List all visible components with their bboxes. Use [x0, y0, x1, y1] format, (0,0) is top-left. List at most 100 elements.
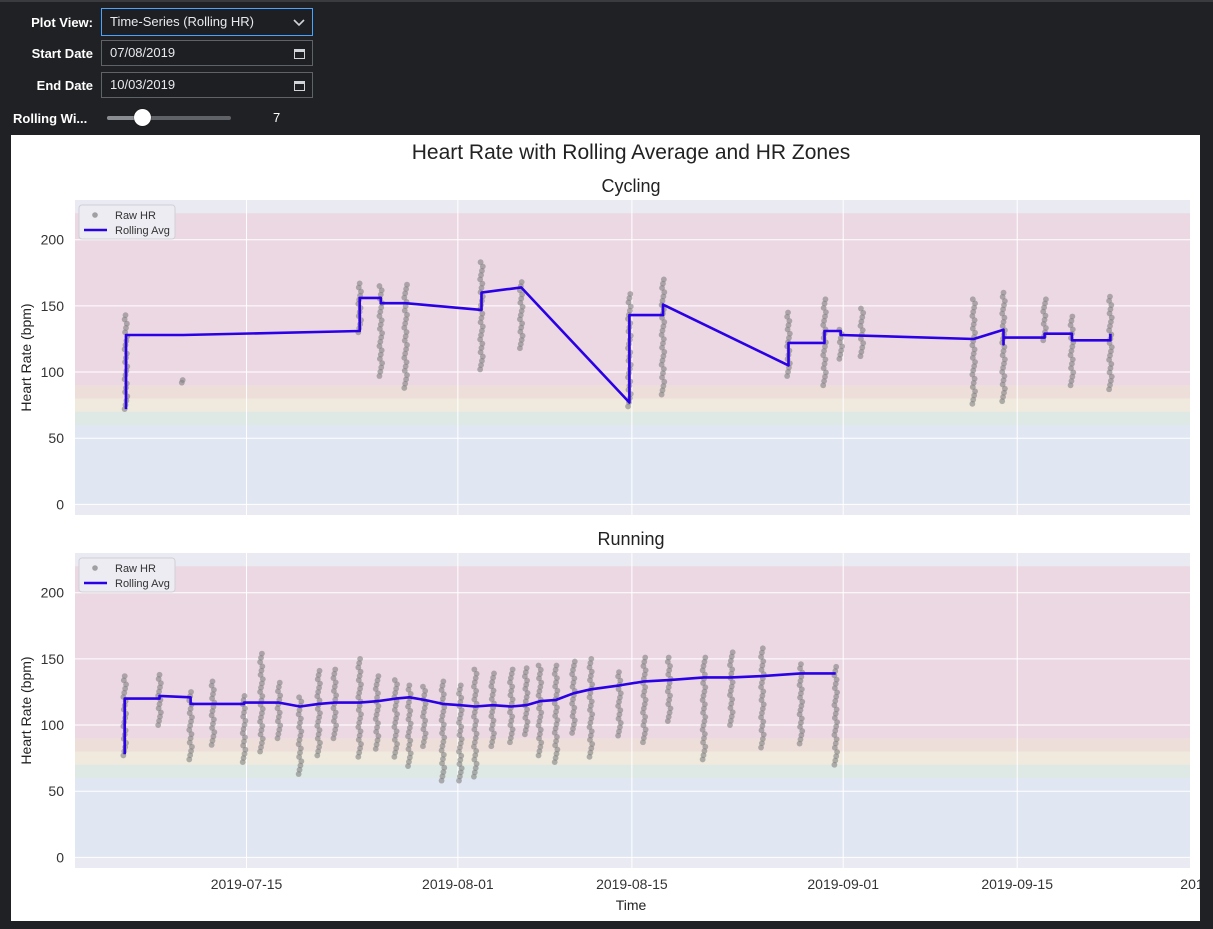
y-tick-label: 100: [41, 364, 65, 380]
raw-hr-point: [296, 694, 302, 701]
raw-hr-point: [661, 289, 668, 296]
raw-hr-point: [440, 695, 446, 702]
raw-hr-point: [859, 314, 866, 321]
raw-hr-point: [358, 681, 364, 688]
end-date-input[interactable]: 10/03/2019: [101, 72, 313, 98]
chevron-down-icon: [293, 9, 305, 35]
raw-hr-point: [820, 352, 827, 359]
raw-hr-point: [403, 346, 409, 353]
raw-hr-point: [729, 679, 736, 686]
raw-hr-point: [701, 701, 708, 708]
raw-hr-point: [702, 714, 709, 720]
raw-hr-point: [394, 741, 400, 747]
end-date-label: End Date: [36, 78, 93, 93]
raw-hr-point: [759, 740, 765, 747]
raw-hr-point: [440, 721, 447, 728]
hr-zone-yellow: [75, 398, 1190, 412]
raw-hr-point: [491, 730, 497, 737]
raw-hr-point: [333, 692, 340, 699]
raw-hr-point: [404, 342, 410, 348]
raw-hr-point: [820, 304, 827, 311]
raw-hr-point: [379, 360, 386, 367]
raw-hr-point: [834, 689, 840, 696]
raw-hr-point: [760, 701, 767, 708]
raw-hr-point: [702, 654, 709, 661]
raw-hr-point: [440, 708, 447, 715]
raw-hr-point: [407, 720, 414, 727]
raw-hr-point: [375, 703, 382, 709]
raw-hr-point: [821, 347, 827, 354]
panel-title: Running: [597, 529, 664, 549]
legend: Raw HR Rolling Avg: [78, 557, 176, 593]
raw-hr-point: [179, 377, 186, 383]
raw-hr-point: [479, 310, 486, 317]
raw-hr-point: [331, 683, 338, 690]
y-tick-label: 200: [41, 585, 65, 601]
raw-hr-point: [479, 353, 486, 360]
raw-hr-point: [1067, 352, 1074, 359]
raw-hr-point: [332, 709, 339, 716]
raw-hr-point: [393, 728, 400, 735]
legend-rolling-label: Rolling Avg: [115, 578, 170, 590]
raw-hr-point: [123, 320, 130, 327]
figure: Heart Rate with Rolling Average and HR Z…: [11, 135, 1213, 921]
raw-hr-point: [401, 385, 408, 391]
rolling-window-slider-track[interactable]: [107, 116, 231, 120]
raw-hr-point: [1069, 360, 1075, 367]
raw-hr-point: [297, 715, 304, 722]
raw-hr-point: [798, 661, 804, 668]
raw-hr-point: [358, 741, 364, 747]
raw-hr-point: [759, 705, 766, 712]
calendar-icon[interactable]: [294, 73, 305, 97]
raw-hr-point: [589, 681, 596, 688]
rolling-avg-line: [123, 672, 836, 755]
raw-hr-point: [822, 369, 829, 376]
raw-hr-point: [209, 678, 216, 685]
raw-hr-point: [822, 356, 829, 363]
start-date-value: 07/08/2019: [110, 45, 176, 60]
raw-hr-point: [1069, 343, 1076, 350]
raw-hr-point: [441, 704, 448, 711]
calendar-icon[interactable]: [294, 41, 305, 65]
legend: Raw HR Rolling Avg: [78, 204, 176, 240]
raw-hr-point: [440, 725, 446, 732]
raw-hr-point: [518, 279, 525, 285]
raw-hr-point: [473, 748, 480, 754]
raw-hr-point: [438, 747, 445, 754]
raw-hr-point: [758, 727, 765, 734]
raw-hr-point: [330, 735, 337, 742]
raw-hr-point: [523, 665, 530, 672]
raw-hr-point: [403, 329, 410, 335]
raw-hr-point: [834, 719, 840, 726]
raw-hr-point: [1000, 289, 1007, 296]
y-tick-label: 0: [56, 496, 64, 512]
raw-hr-point: [1069, 313, 1076, 320]
raw-hr-point: [858, 335, 864, 342]
raw-hr-point: [473, 670, 480, 677]
raw-hr-point: [259, 735, 266, 742]
start-date-label: Start Date: [31, 46, 93, 61]
y-tick-label: 50: [48, 430, 64, 446]
raw-hr-point: [376, 283, 383, 289]
y-tick-label: 100: [41, 717, 65, 733]
raw-hr-point: [402, 363, 409, 370]
chart-title: Heart Rate with Rolling Average and HR Z…: [412, 141, 851, 164]
raw-hr-point: [1068, 378, 1075, 384]
legend-rolling-label: Rolling Avg: [115, 225, 170, 237]
raw-hr-point: [820, 365, 827, 371]
rolling-window-slider-thumb[interactable]: [133, 109, 151, 126]
raw-hr-point: [479, 280, 486, 287]
raw-hr-point: [729, 666, 736, 673]
start-date-input[interactable]: 07/08/2019: [101, 40, 313, 66]
raw-hr-point: [402, 320, 409, 327]
raw-hr-point: [759, 649, 765, 656]
raw-hr-point: [760, 718, 767, 725]
plot-view-select[interactable]: Time-Series (Rolling HR): [101, 8, 313, 36]
raw-hr-point: [122, 312, 129, 319]
raw-hr-point: [509, 726, 516, 733]
raw-hr-point: [440, 751, 447, 758]
raw-hr-point: [473, 718, 480, 724]
raw-hr-point: [858, 305, 864, 312]
raw-hr-point: [509, 683, 516, 690]
raw-hr-point: [439, 730, 445, 737]
